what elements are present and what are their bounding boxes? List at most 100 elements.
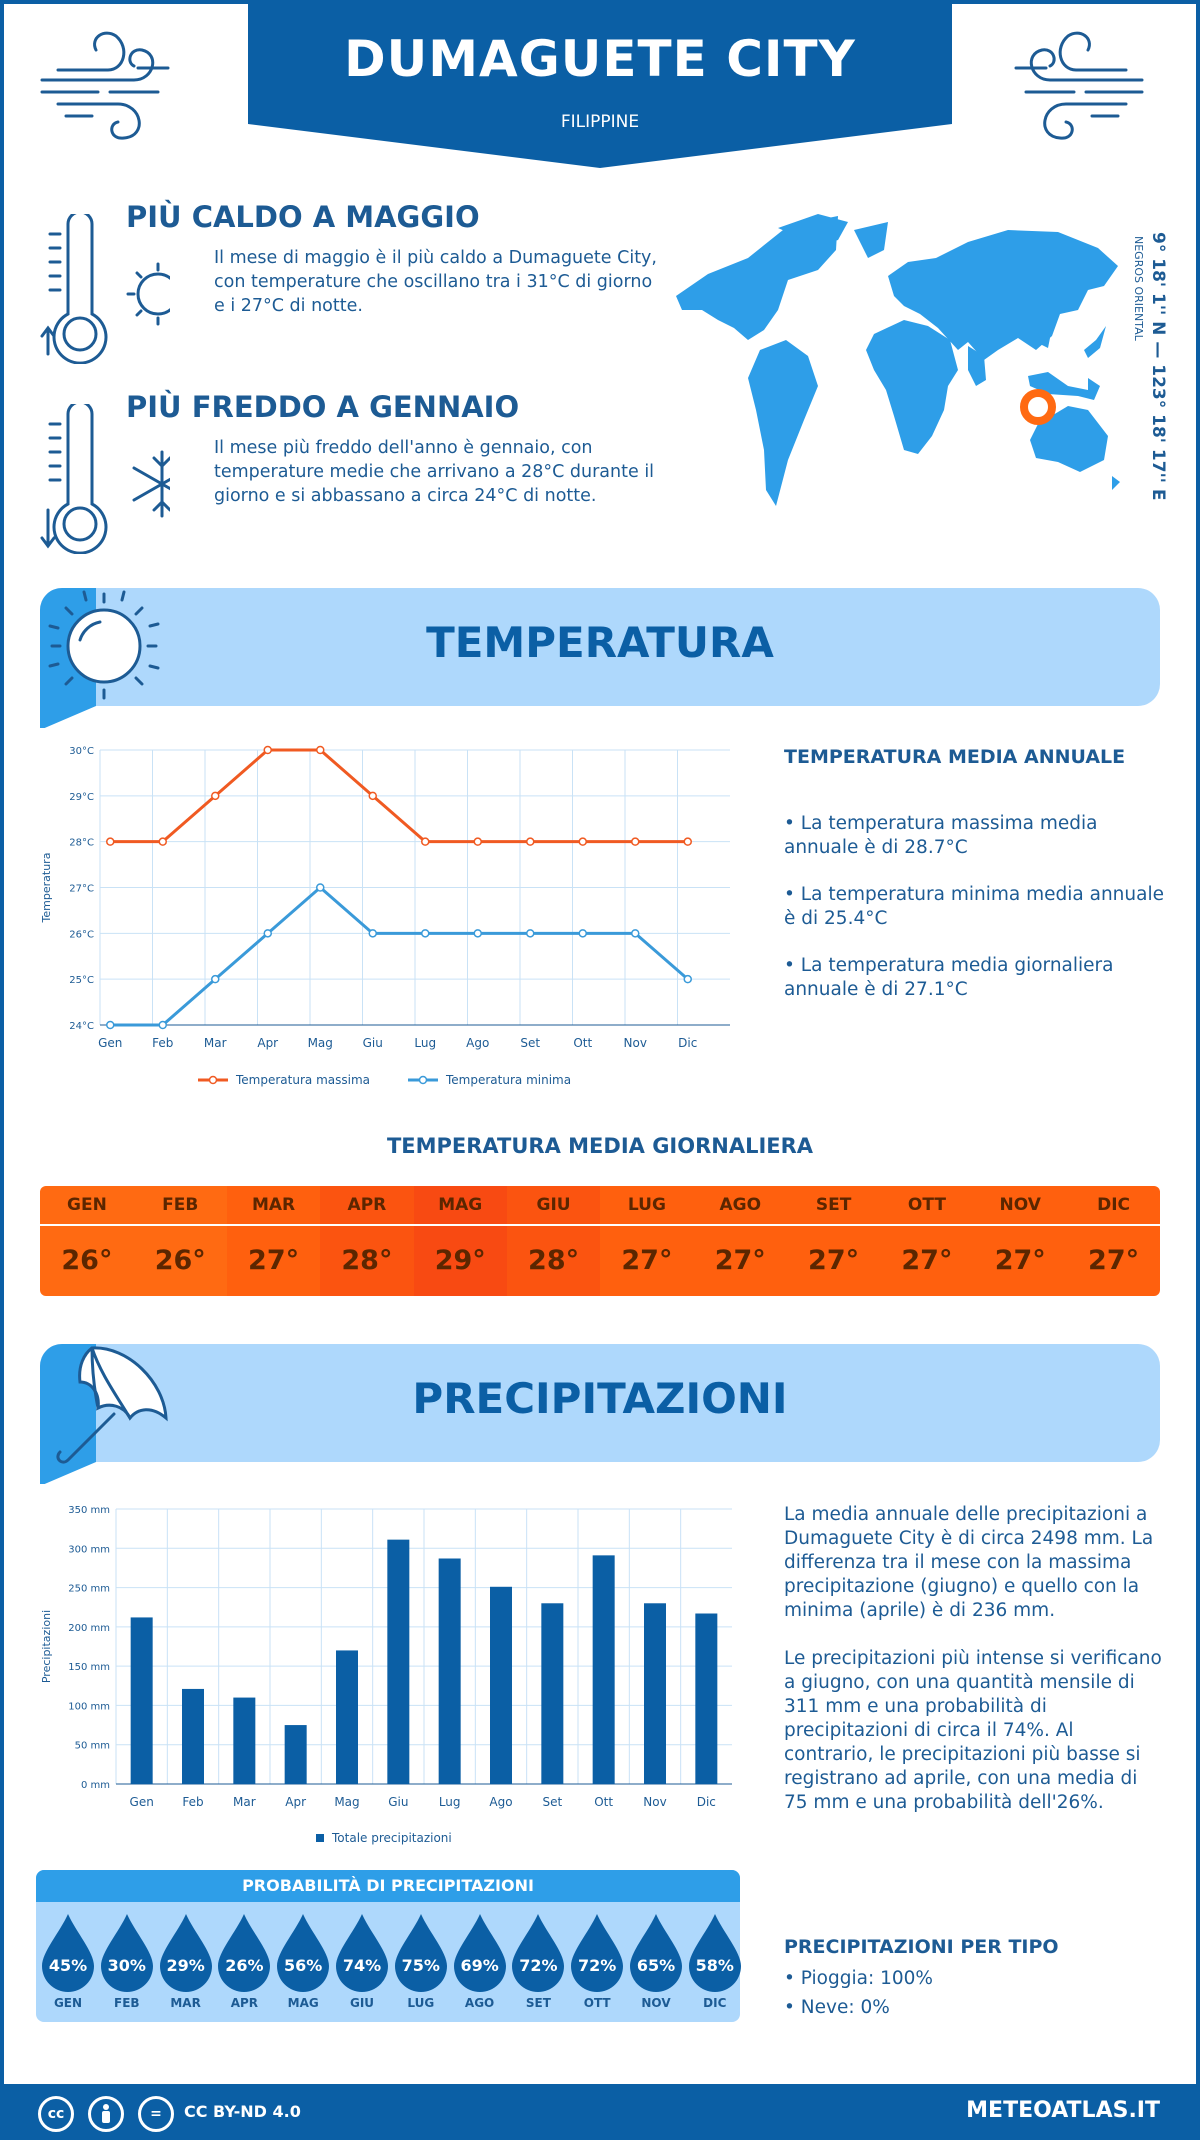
probability-value: 65% [636,1956,676,1975]
raindrop-icon [453,1914,506,1992]
month-label: MAR [251,1195,296,1215]
probability-value: 26% [225,1956,264,1975]
umbrella-icon [56,1346,168,1464]
month-label: MAG [438,1195,483,1215]
month-label: LUG [407,1996,435,2010]
month-label: FEB [162,1195,199,1215]
series-line [110,885,689,1027]
y-tick-label: 350 mm [68,1505,110,1516]
temp-value: 28° [528,1245,580,1276]
coordinates: 9° 18' 1'' N — 123° 18' 17'' E [1148,232,1168,501]
probability-value: 72% [519,1956,558,1975]
raindrop-icon [630,1914,682,1992]
bar [336,1650,358,1784]
site-link[interactable]: METEOATLAS.IT [966,2098,1160,2123]
data-point [263,745,272,755]
precipitation-title: PRECIPITAZIONI [412,1374,788,1423]
temp-value: 29° [434,1245,486,1276]
wind-icon [40,31,170,140]
sun-icon [48,590,160,700]
temp-value: 27° [808,1245,860,1276]
precipitation-detail: Le precipitazioni più intense si verific… [784,1648,1162,1813]
person-icon [88,2096,124,2132]
x-tick-label: Feb [182,1795,203,1809]
y-tick-label: 29°C [69,792,94,803]
coldest-text: Il mese più freddo dell'anno è gennaio, … [214,438,655,506]
data-point [316,883,325,892]
city-title: DUMAGUETE CITY [344,30,856,88]
month-label: AGO [719,1195,762,1215]
x-tick-label: Feb [152,1036,173,1050]
data-point [578,929,587,938]
month-label: GEN [53,1996,83,2010]
month-label: SET [815,1195,852,1215]
data-point [631,929,640,938]
legend-label: Temperatura massima [235,1073,370,1087]
daily-temp-cell: MAG 29° [413,1186,508,1296]
data-point [263,929,272,938]
month-label: APR [230,1996,259,2010]
country-label: FILIPPINE [560,112,640,132]
x-tick-label: Lug [439,1795,461,1809]
probability-value: 72% [578,1956,617,1975]
temp-value: 27° [994,1245,1046,1276]
coldest-title: PIÙ FREDDO A GENNAIO [126,390,520,424]
bar [233,1697,256,1784]
probability-value: 74% [342,1956,382,1975]
x-tick-label: Dic [678,1036,697,1050]
header: DUMAGUETE CITY FILIPPINE [248,0,952,168]
probability-value: 45% [48,1956,88,1975]
probability-drop: 72% SET [510,1912,566,2010]
y-tick-label: 28°C [69,838,94,849]
bar [490,1586,512,1784]
x-tick-label: Apr [285,1795,306,1809]
warmest-title: PIÙ CALDO A MAGGIO [126,200,480,234]
daily-temp-cell: SET 27° [786,1186,881,1296]
daily-temperature-table: DIC 27° NOV 27° OTT 27° SET 27° AGO 27° LUG 27° GIU 2… [40,1186,1161,1296]
data-point [158,837,167,846]
location-marker [1020,389,1056,425]
x-tick-label: Gen [130,1795,154,1809]
raindrop-icon [571,1914,624,1992]
snow-share: • Neve: 0% [784,1997,890,2018]
daily-temp-cell: APR 28° [320,1186,414,1296]
raindrop-icon [394,1914,447,1992]
data-point [106,1020,115,1030]
temperature-title: TEMPERATURA [426,618,774,667]
month-label: NOV [641,1996,671,2010]
temp-value: 26° [61,1245,113,1276]
probability-drop: 75% LUG [393,1912,449,2010]
daily-temp-title: TEMPERATURA MEDIA GIORNALIERA [386,1134,814,1158]
x-tick-label: Dic [697,1795,716,1809]
x-tick-label: Apr [257,1036,278,1050]
raindrop-icon [218,1914,271,1992]
coldest-fact: PIÙ FREDDO A GENNAIO Il mese più freddo … [40,390,660,560]
legend-label: Temperatura minima [445,1073,571,1087]
data-point [211,791,220,801]
data-point [106,837,115,846]
y-tick-label: 300 mm [68,1544,110,1555]
x-tick-label: Nov [624,1036,647,1050]
month-label: SET [525,1996,551,2010]
x-tick-label: Gen [98,1036,122,1050]
bar [644,1603,666,1784]
type-title: PRECIPITAZIONI PER TIPO [784,1936,1059,1958]
month-label: OTT [583,1996,611,2010]
legend-marker [316,1834,324,1842]
series-line [110,748,688,844]
temp-value: 27° [901,1245,953,1276]
probability-drop: 26% APR [216,1912,272,2010]
y-tick-label: 50 mm [75,1741,110,1752]
raindrop-icon [688,1914,741,1992]
data-point [526,837,535,846]
header-shape [248,0,952,168]
probability-value: 29% [166,1956,205,1975]
month-label: AGO [464,1996,495,2010]
legend-marker [208,1075,218,1085]
probability-drop: 72% OTT [569,1912,625,2010]
month-label: DIC [1097,1195,1131,1215]
data-point [316,745,325,755]
temp-value: 26° [154,1245,206,1276]
bullet-mean: • La temperatura media giornaliera annua… [784,955,1114,1000]
daily-temp-cell: DIC 27° [1066,1186,1161,1296]
